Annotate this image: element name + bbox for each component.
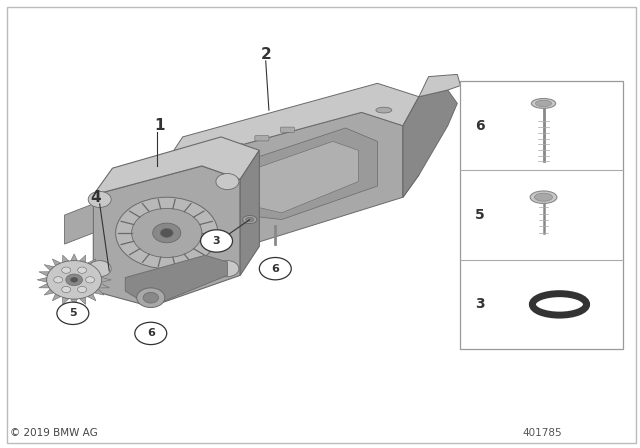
Polygon shape bbox=[419, 74, 461, 97]
Polygon shape bbox=[79, 297, 86, 305]
Circle shape bbox=[88, 261, 111, 277]
Polygon shape bbox=[71, 254, 77, 261]
Text: 6: 6 bbox=[475, 119, 484, 133]
Text: 6: 6 bbox=[271, 264, 279, 274]
Circle shape bbox=[200, 230, 232, 252]
Polygon shape bbox=[240, 151, 259, 276]
Polygon shape bbox=[44, 265, 54, 271]
Text: 6: 6 bbox=[147, 328, 155, 338]
Polygon shape bbox=[93, 137, 259, 195]
FancyBboxPatch shape bbox=[461, 81, 623, 349]
Polygon shape bbox=[403, 97, 419, 197]
Text: 5: 5 bbox=[475, 208, 484, 222]
Polygon shape bbox=[71, 299, 77, 306]
Polygon shape bbox=[65, 204, 93, 244]
Ellipse shape bbox=[165, 217, 175, 223]
Circle shape bbox=[86, 277, 95, 283]
Ellipse shape bbox=[534, 193, 552, 201]
Circle shape bbox=[47, 261, 102, 299]
Circle shape bbox=[88, 191, 111, 207]
Polygon shape bbox=[94, 289, 104, 295]
FancyBboxPatch shape bbox=[280, 127, 294, 133]
Polygon shape bbox=[99, 284, 109, 288]
Polygon shape bbox=[192, 204, 237, 244]
Text: 2: 2 bbox=[260, 47, 271, 62]
Polygon shape bbox=[52, 294, 61, 301]
Circle shape bbox=[66, 274, 83, 286]
Circle shape bbox=[153, 223, 180, 243]
Polygon shape bbox=[44, 289, 54, 295]
Circle shape bbox=[57, 302, 89, 324]
Polygon shape bbox=[93, 166, 240, 306]
Circle shape bbox=[216, 261, 239, 277]
Ellipse shape bbox=[246, 217, 254, 222]
Polygon shape bbox=[63, 297, 69, 305]
Circle shape bbox=[61, 286, 70, 293]
Circle shape bbox=[161, 228, 173, 237]
FancyBboxPatch shape bbox=[204, 151, 218, 155]
Polygon shape bbox=[94, 265, 104, 271]
Circle shape bbox=[137, 288, 165, 307]
Circle shape bbox=[259, 258, 291, 280]
Polygon shape bbox=[79, 255, 86, 263]
Polygon shape bbox=[88, 294, 96, 301]
Text: 3: 3 bbox=[212, 236, 220, 246]
Polygon shape bbox=[224, 128, 378, 220]
Ellipse shape bbox=[531, 99, 556, 108]
Circle shape bbox=[135, 322, 167, 345]
Circle shape bbox=[77, 286, 86, 293]
Text: 4: 4 bbox=[90, 190, 100, 205]
Ellipse shape bbox=[376, 107, 392, 113]
Polygon shape bbox=[52, 259, 61, 266]
Circle shape bbox=[77, 267, 86, 273]
Polygon shape bbox=[39, 284, 49, 288]
Polygon shape bbox=[243, 142, 358, 213]
Polygon shape bbox=[125, 255, 227, 306]
Polygon shape bbox=[164, 112, 403, 251]
Ellipse shape bbox=[243, 215, 257, 224]
FancyBboxPatch shape bbox=[229, 144, 243, 149]
Polygon shape bbox=[63, 255, 69, 263]
Circle shape bbox=[132, 208, 202, 258]
Circle shape bbox=[116, 197, 218, 269]
Polygon shape bbox=[37, 277, 47, 282]
Text: 1: 1 bbox=[154, 118, 164, 133]
Text: 3: 3 bbox=[475, 297, 484, 311]
Polygon shape bbox=[88, 259, 96, 266]
Ellipse shape bbox=[161, 215, 179, 224]
Polygon shape bbox=[403, 90, 458, 197]
Polygon shape bbox=[101, 277, 111, 282]
Polygon shape bbox=[164, 83, 419, 166]
Circle shape bbox=[143, 293, 159, 303]
Circle shape bbox=[70, 277, 78, 283]
Ellipse shape bbox=[530, 191, 557, 203]
Circle shape bbox=[54, 277, 63, 283]
Circle shape bbox=[216, 173, 239, 190]
Text: 5: 5 bbox=[69, 308, 77, 319]
Polygon shape bbox=[99, 272, 109, 276]
Text: © 2019 BMW AG: © 2019 BMW AG bbox=[10, 428, 98, 439]
Text: 401785: 401785 bbox=[522, 428, 562, 439]
Circle shape bbox=[61, 267, 70, 273]
Polygon shape bbox=[39, 272, 49, 276]
Ellipse shape bbox=[536, 100, 552, 107]
FancyBboxPatch shape bbox=[255, 136, 269, 141]
